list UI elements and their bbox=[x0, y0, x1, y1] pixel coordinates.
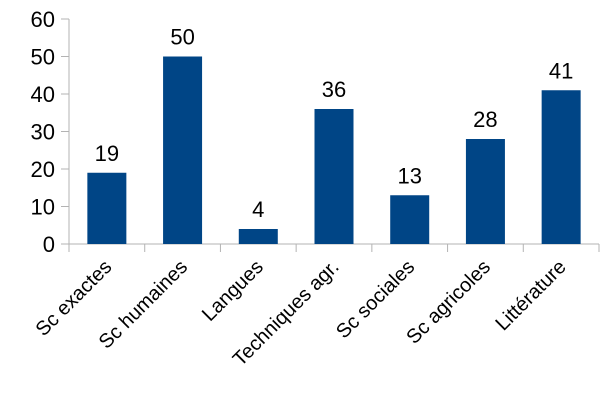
y-tick-label: 40 bbox=[31, 82, 55, 107]
data-label: 50 bbox=[170, 25, 194, 50]
data-label: 28 bbox=[473, 107, 497, 132]
data-label: 4 bbox=[252, 197, 264, 222]
y-tick-label: 20 bbox=[31, 157, 55, 182]
x-axis bbox=[68, 243, 600, 252]
bar bbox=[163, 56, 203, 244]
category-label: Langues bbox=[198, 256, 268, 326]
y-tick-label: 50 bbox=[31, 45, 55, 70]
bar bbox=[314, 109, 354, 244]
bar bbox=[390, 195, 430, 244]
data-labels: 19 50 4 36 13 28 41 bbox=[95, 25, 574, 223]
y-axis: 0 10 20 30 40 50 60 bbox=[31, 7, 70, 257]
bar bbox=[238, 229, 278, 244]
data-label: 41 bbox=[549, 58, 573, 83]
bars bbox=[87, 56, 581, 244]
y-tick-label: 10 bbox=[31, 195, 55, 220]
bar bbox=[541, 90, 581, 244]
y-tick-label: 30 bbox=[31, 120, 55, 145]
data-label: 36 bbox=[322, 77, 346, 102]
y-tick-label: 0 bbox=[43, 232, 55, 257]
y-tick-label: 60 bbox=[31, 7, 55, 32]
data-label: 13 bbox=[397, 163, 421, 188]
data-label: 19 bbox=[95, 141, 119, 166]
bar bbox=[465, 139, 505, 244]
bar bbox=[87, 172, 127, 244]
category-label: Littérature bbox=[491, 256, 570, 335]
